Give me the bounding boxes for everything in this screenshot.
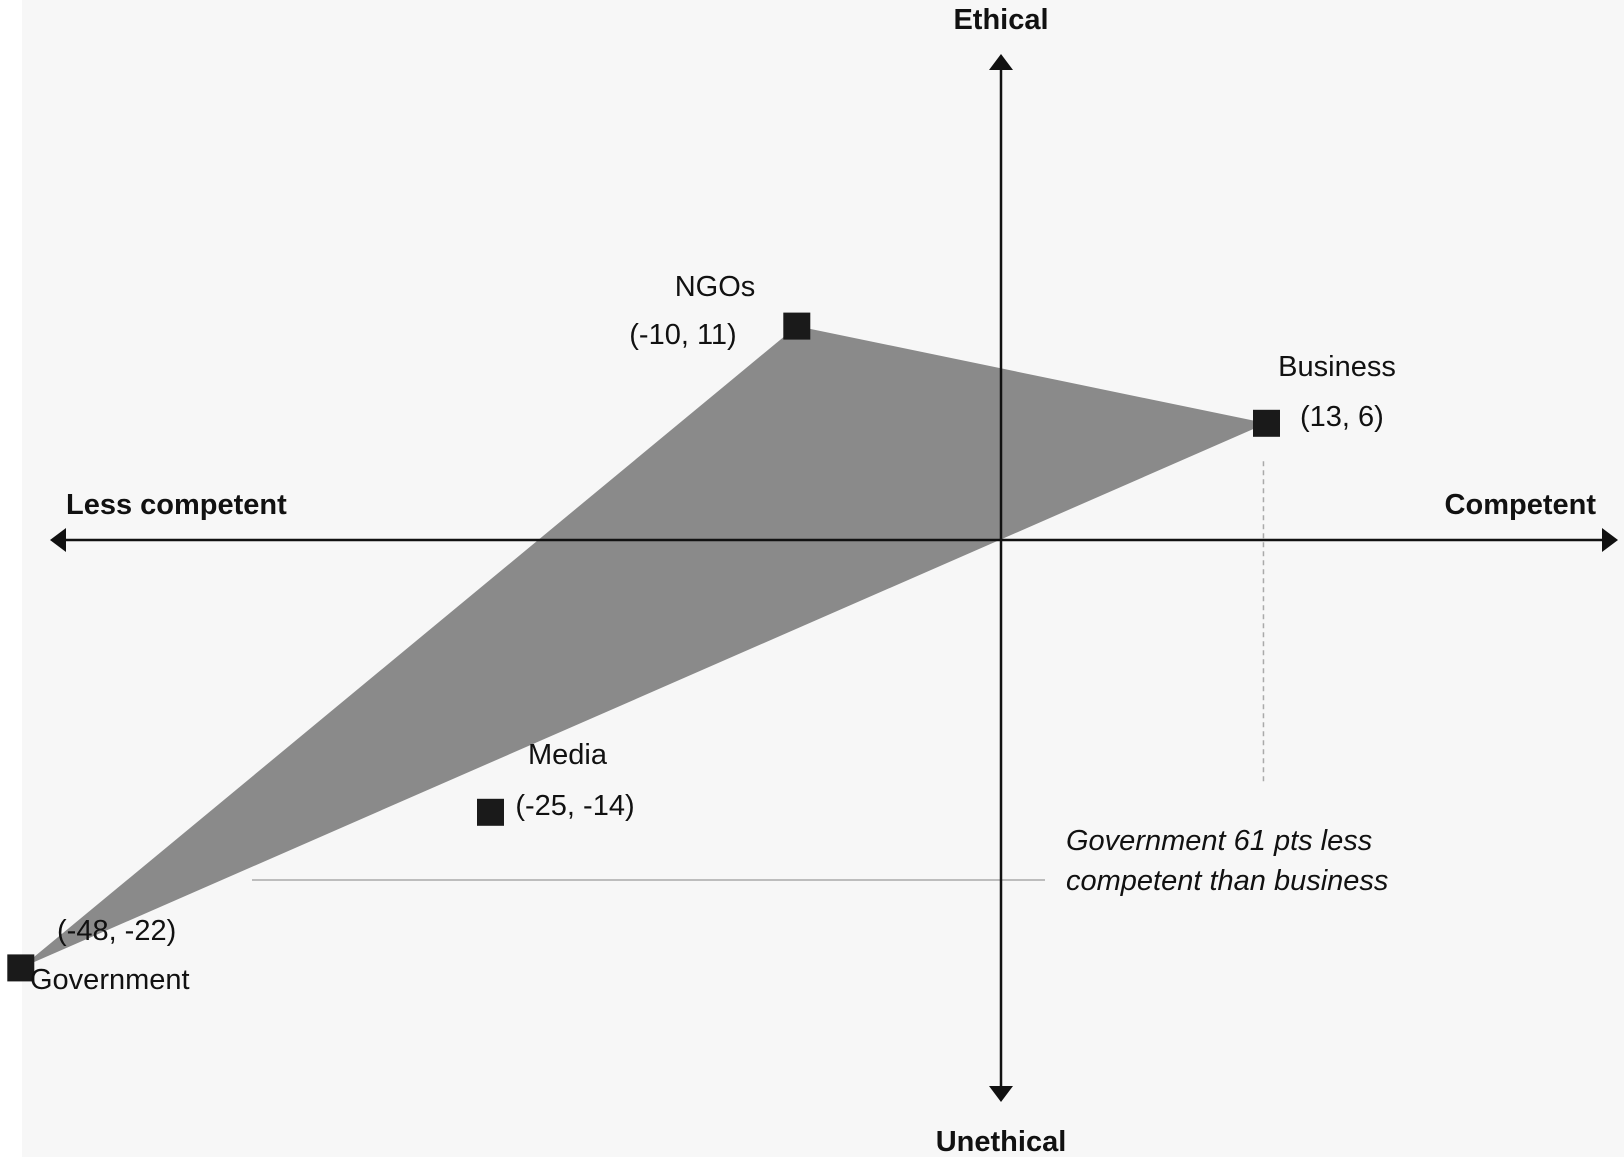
point-name-business: Business	[1278, 351, 1396, 383]
y-axis-arrow-top	[989, 54, 1013, 70]
data-markers	[7, 312, 1280, 982]
marker-ngos	[783, 312, 811, 340]
x-axis-negative-label: Less competent	[66, 489, 287, 521]
competence-gap-triangle	[20, 326, 1267, 968]
annotation-line-2: competent than business	[1066, 865, 1388, 897]
point-name-media: Media	[528, 739, 608, 771]
marker-business	[1253, 409, 1280, 437]
x-axis-arrow-right	[1602, 528, 1618, 552]
annotation-line-1: Government 61 pts less	[1066, 825, 1372, 857]
data-labels: NGOs (-10, 11) Business (13, 6) Media (-25, -…	[30, 271, 1396, 996]
point-name-government: Government	[30, 964, 190, 996]
marker-government	[7, 954, 35, 982]
point-coord-government: (-48, -22)	[57, 915, 176, 947]
marker-media	[477, 798, 504, 826]
x-axis-arrow-left	[50, 528, 66, 552]
point-coord-media: (-25, -14)	[515, 790, 634, 822]
point-coord-business: (13, 6)	[1300, 401, 1384, 433]
y-axis-positive-label: Ethical	[953, 4, 1048, 36]
y-axis-negative-label: Unethical	[936, 1126, 1067, 1157]
y-axis-arrow-bottom	[989, 1086, 1013, 1102]
point-name-ngos: NGOs	[675, 271, 756, 303]
point-coord-ngos: (-10, 11)	[629, 319, 736, 351]
x-axis-positive-label: Competent	[1445, 489, 1597, 521]
